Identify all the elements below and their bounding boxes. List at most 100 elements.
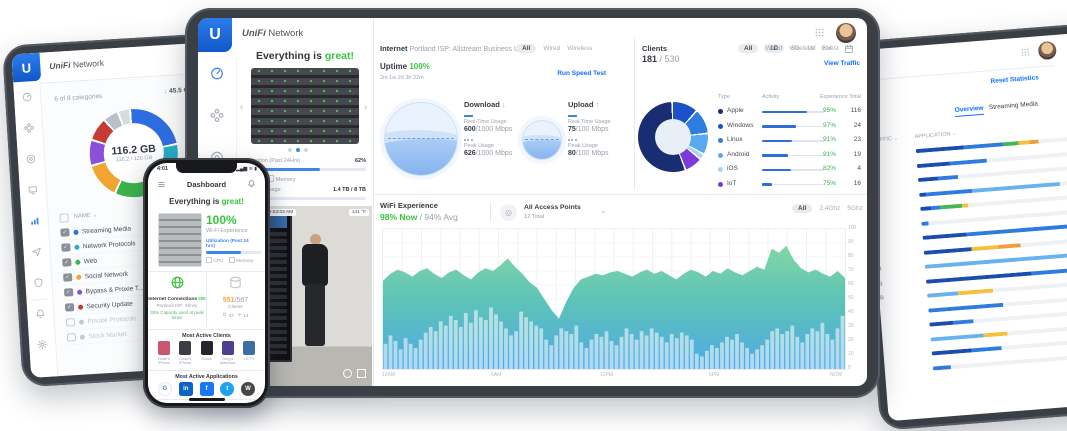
- row-checkbox[interactable]: [66, 332, 76, 342]
- camera-fullscreen-icon[interactable]: [357, 369, 366, 378]
- tab-wireless[interactable]: Wireless: [789, 45, 815, 52]
- client-type-row[interactable]: iOS 82% 4: [718, 164, 861, 177]
- settings-icon[interactable]: [36, 339, 48, 351]
- row-checkbox[interactable]: ✓: [62, 257, 72, 267]
- apps-grid-icon[interactable]: [814, 27, 825, 38]
- tab-wired[interactable]: Wired: [765, 45, 783, 52]
- row-checkbox[interactable]: ✓: [64, 302, 74, 312]
- client-type-row[interactable]: Linux 91% 23: [718, 135, 861, 148]
- dashboard-icon[interactable]: [210, 66, 225, 81]
- unifi-logo: U: [198, 18, 232, 52]
- carousel-dot[interactable]: [288, 148, 292, 152]
- calendar-icon[interactable]: [844, 44, 854, 54]
- hamburger-menu-icon[interactable]: [157, 180, 166, 189]
- active-client-item[interactable]: Greg's Macbook: [218, 341, 238, 367]
- overview-tabs: Overview Streaming Media: [954, 100, 1039, 117]
- tab-2-4ghz[interactable]: 2.4Ghz: [819, 205, 841, 212]
- client-type-row[interactable]: IoT 75% 16: [718, 179, 861, 192]
- total-value: 16: [853, 179, 861, 187]
- topology-icon[interactable]: [210, 108, 225, 123]
- active-client-item[interactable]: Noah's iPhone: [154, 341, 174, 367]
- most-active-apps-label: Most Active Applications: [175, 374, 238, 380]
- carousel-dot[interactable]: [304, 148, 308, 152]
- tab-all[interactable]: All: [738, 44, 759, 53]
- tab-5ghz[interactable]: 5Ghz: [847, 205, 863, 212]
- application-column-header[interactable]: APPLICATION ⌄: [914, 130, 957, 141]
- home-indicator[interactable]: [188, 398, 225, 401]
- statistics-icon[interactable]: [29, 215, 41, 227]
- map-icon[interactable]: [31, 246, 43, 258]
- clients-donut-chart[interactable]: [638, 102, 708, 172]
- row-checkbox[interactable]: [65, 317, 75, 327]
- clients-card[interactable]: 551/567 Clients 47 14: [206, 275, 265, 319]
- reset-statistics-link[interactable]: Reset Statistics: [990, 74, 1040, 86]
- type-name: iOS: [727, 165, 738, 172]
- chevron-right-icon[interactable]: ›: [364, 102, 368, 113]
- status-time: 4:01: [157, 166, 169, 172]
- wifi-title: WiFi Experience: [380, 201, 438, 210]
- app-icon-google[interactable]: G: [158, 381, 172, 396]
- chevron-down-icon[interactable]: ⌄: [600, 206, 607, 215]
- active-client-item[interactable]: Sonos: [197, 341, 217, 367]
- view-traffic-link[interactable]: View Traffic: [823, 60, 860, 67]
- phone-wifi-stats: 100% Wi-Fi Experience Utilization (Past …: [206, 213, 262, 264]
- carousel-dots[interactable]: [288, 148, 308, 152]
- tab-1m[interactable]: 1M: [806, 45, 816, 52]
- tab-wired[interactable]: Wired: [543, 45, 561, 52]
- carousel-dot[interactable]: [296, 148, 300, 152]
- client-type-row[interactable]: Android 91% 19: [718, 150, 861, 163]
- bar-segment: [926, 291, 959, 298]
- upload-stats: Upload ↑ Real-Time Usage 75/100 Mbps Pea…: [568, 100, 611, 157]
- clients-icon[interactable]: [27, 184, 39, 196]
- chevron-left-icon[interactable]: ‹: [240, 102, 244, 113]
- bar-segment: [1003, 141, 1019, 147]
- dashboard-icon[interactable]: [21, 91, 33, 103]
- tab-all[interactable]: All: [516, 44, 537, 53]
- device-photo[interactable]: [251, 68, 359, 144]
- tab-guest[interactable]: Guest: [821, 45, 839, 52]
- camera-snapshot-icon[interactable]: [343, 369, 352, 378]
- name-column-header[interactable]: NAME ⌄: [73, 212, 98, 220]
- row-checkbox[interactable]: ✓: [62, 272, 73, 282]
- tab-wireless[interactable]: Wireless: [567, 45, 593, 52]
- bell-icon[interactable]: [247, 179, 256, 188]
- total-value: 24: [853, 121, 861, 129]
- x-tick-label: 12PM: [600, 372, 614, 378]
- client-type-row[interactable]: Apple 95% 116: [718, 106, 861, 119]
- total-value: 19: [853, 150, 861, 158]
- row-checkbox[interactable]: ✓: [60, 228, 70, 238]
- row-checkbox[interactable]: ✓: [63, 287, 73, 297]
- internet-connections-card[interactable]: Internet Connections OK Portland ISP: Xf…: [148, 275, 206, 320]
- memory-icon: [228, 256, 235, 263]
- tab-5d[interactable]: 5D: [791, 45, 800, 52]
- active-client-item[interactable]: LG TV: [239, 341, 259, 367]
- bell-icon[interactable]: [35, 308, 47, 320]
- tab-1d[interactable]: 1D: [764, 44, 785, 53]
- tab-overview[interactable]: Overview: [954, 104, 985, 117]
- user-avatar[interactable]: [836, 23, 856, 43]
- security-icon[interactable]: [33, 277, 45, 289]
- select-all-checkbox[interactable]: [59, 213, 69, 223]
- row-checkbox[interactable]: ✓: [61, 242, 71, 252]
- apps-grid-icon[interactable]: [1020, 47, 1031, 58]
- topology-icon[interactable]: [23, 122, 35, 134]
- tab-streaming-media[interactable]: Streaming Media: [988, 100, 1039, 112]
- app-icon-twitter[interactable]: t: [220, 381, 235, 396]
- devices-icon[interactable]: [25, 153, 37, 165]
- app-icon-linkedin[interactable]: in: [178, 381, 193, 396]
- app-icon-facebook[interactable]: f: [199, 381, 214, 396]
- user-avatar[interactable]: [1037, 40, 1057, 61]
- tab-all[interactable]: All: [792, 204, 813, 213]
- tab-6m[interactable]: 6M: [822, 45, 832, 52]
- app-icon-wordpress[interactable]: W: [241, 381, 255, 396]
- wifi-experience-chart[interactable]: [382, 228, 846, 370]
- client-thumbnail: [158, 341, 170, 355]
- run-speed-test-link[interactable]: Run Speed Test: [557, 70, 606, 77]
- activity-track: [762, 125, 824, 128]
- total-value: 116: [850, 107, 861, 114]
- ap-selector-label[interactable]: All Access Points: [524, 204, 581, 211]
- y-tick-label: 20: [848, 337, 854, 343]
- category-color-dot: [77, 304, 83, 310]
- active-client-item[interactable]: Chad's iPhone: [175, 341, 195, 367]
- client-type-row[interactable]: Windows 97% 24: [718, 121, 861, 134]
